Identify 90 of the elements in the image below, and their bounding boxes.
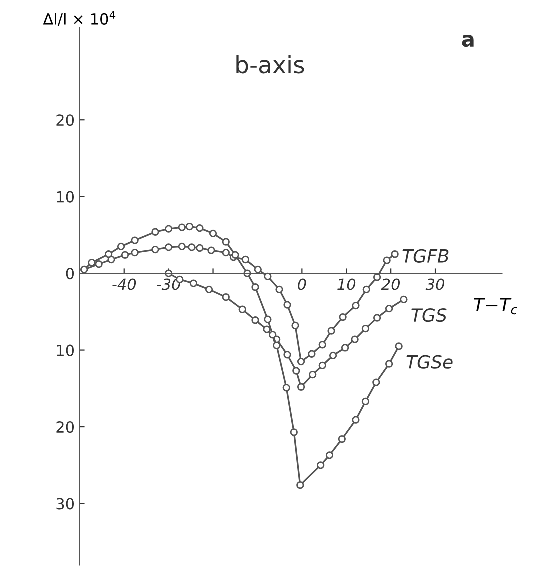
- point: [385, 360, 394, 368]
- point: [273, 342, 281, 350]
- point: [121, 251, 130, 259]
- point: [282, 384, 290, 392]
- y-tick-label: 10: [57, 191, 74, 203]
- point: [338, 435, 346, 444]
- point: [209, 230, 218, 238]
- point: [252, 316, 260, 324]
- point: [290, 428, 298, 436]
- point: [308, 350, 316, 358]
- point: [186, 222, 194, 231]
- point: [373, 274, 382, 282]
- point: [385, 305, 394, 313]
- x-tick-label: 0: [298, 278, 306, 290]
- x-tick-label: -40: [112, 278, 136, 290]
- point: [242, 256, 250, 264]
- point: [264, 272, 272, 280]
- y-tick-label: 20: [56, 114, 74, 126]
- point: [296, 482, 304, 490]
- point: [391, 250, 399, 258]
- point: [309, 371, 317, 379]
- point: [152, 246, 160, 254]
- point: [104, 250, 113, 258]
- annotation: a: [462, 35, 474, 48]
- y-tick-label: 20: [56, 421, 74, 434]
- point: [351, 336, 359, 344]
- point: [329, 352, 338, 360]
- point: [222, 238, 230, 246]
- point: [222, 294, 230, 302]
- point: [88, 259, 96, 267]
- point: [395, 342, 403, 350]
- series-label: TGS: [412, 308, 447, 322]
- point: [190, 280, 198, 288]
- point: [326, 452, 334, 460]
- point: [95, 260, 103, 268]
- point: [292, 367, 300, 375]
- text: b-axis: [236, 55, 304, 74]
- point: [297, 358, 306, 366]
- point: [117, 242, 126, 251]
- point: [165, 225, 173, 233]
- point: [188, 244, 196, 252]
- y-tick-label: 0: [66, 268, 74, 280]
- point: [178, 242, 186, 251]
- point: [276, 286, 284, 294]
- point: [362, 398, 370, 406]
- point: [196, 224, 204, 232]
- point: [238, 306, 246, 314]
- point: [383, 256, 391, 264]
- x-tick-label: 20: [381, 278, 400, 290]
- point: [372, 378, 380, 386]
- point: [318, 341, 326, 349]
- point: [108, 256, 116, 264]
- x-tick-label: 30: [426, 278, 444, 290]
- point: [318, 362, 326, 370]
- point: [205, 286, 214, 294]
- point: [297, 383, 306, 391]
- point: [328, 327, 336, 335]
- point: [196, 244, 204, 252]
- point: [131, 236, 139, 244]
- y-tick-label: 10: [57, 344, 74, 356]
- point: [232, 251, 240, 259]
- point: [362, 286, 370, 294]
- point: [269, 331, 277, 339]
- point: [284, 301, 292, 309]
- y-axis-title: Δl/l × 10$^{4}$: [43, 11, 116, 26]
- point: [373, 314, 382, 322]
- point: [352, 302, 360, 310]
- point: [263, 326, 271, 334]
- x-tick-label: 10: [338, 278, 356, 290]
- point: [252, 284, 260, 292]
- point: [165, 244, 173, 252]
- point: [292, 322, 300, 330]
- point: [317, 462, 325, 470]
- series-label: TGSe: [406, 355, 453, 369]
- point: [131, 249, 139, 257]
- point: [352, 416, 360, 424]
- point: [264, 316, 272, 324]
- point: [284, 351, 292, 359]
- point: [341, 344, 350, 352]
- point: [254, 266, 262, 274]
- point: [178, 224, 186, 232]
- point: [152, 228, 160, 236]
- y-tick-label: 30: [56, 498, 74, 510]
- point: [208, 246, 216, 254]
- point: [222, 249, 230, 257]
- point: [362, 324, 370, 333]
- point: [339, 313, 347, 322]
- x-axis-title: T−T$_{c}$: [474, 298, 518, 315]
- point: [400, 296, 408, 304]
- series-label: TGFB: [402, 249, 449, 263]
